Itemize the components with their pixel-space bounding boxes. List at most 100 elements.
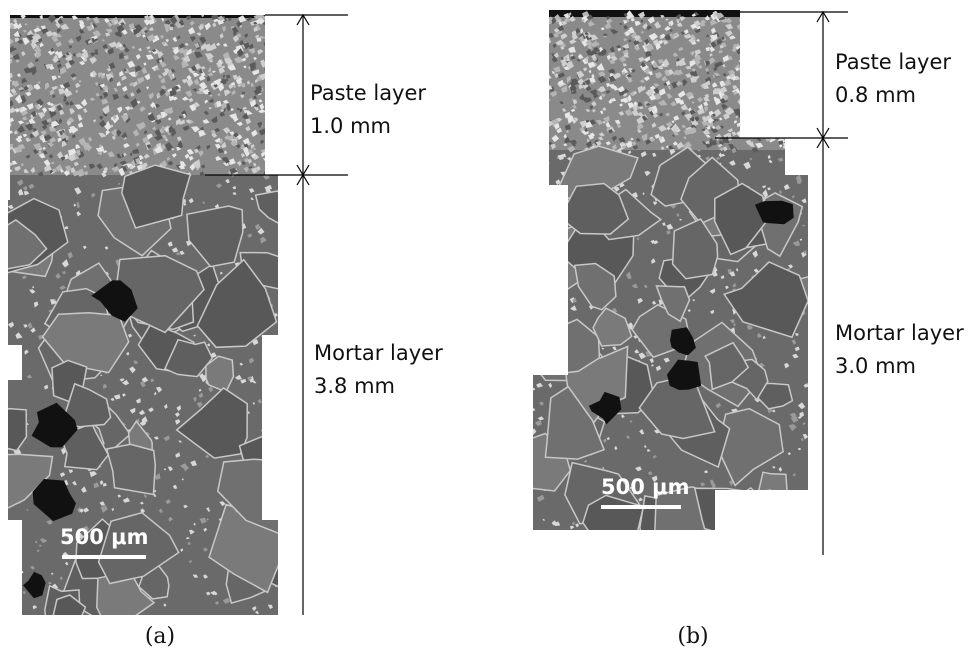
paste-grain <box>790 44 797 50</box>
paste-grain <box>789 117 794 122</box>
paste-grain <box>751 30 758 34</box>
paste-grain <box>770 38 777 47</box>
paste-grain <box>787 126 794 133</box>
paste-grain <box>803 18 807 21</box>
paste-grain <box>797 50 805 58</box>
paste-grain <box>535 99 541 104</box>
paste-grain <box>539 90 543 96</box>
paste-grain <box>796 129 802 134</box>
paste-grain <box>778 54 784 60</box>
paste-grain <box>777 108 784 114</box>
paste-grain <box>531 92 537 98</box>
paste-grain <box>266 145 271 152</box>
paste-grain <box>765 110 768 114</box>
layer-name: Mortar layer <box>314 341 443 365</box>
paste-grain <box>799 95 803 98</box>
fine-grain <box>762 526 770 533</box>
paste-grain <box>771 133 774 137</box>
fine-grain <box>793 512 797 515</box>
fine-grain <box>776 527 781 531</box>
paste-grain <box>753 101 757 104</box>
paste-grain <box>743 32 750 42</box>
paste-grain <box>784 26 789 33</box>
fine-grain <box>534 365 539 370</box>
paste-grain <box>270 37 277 43</box>
fine-grain <box>270 450 275 456</box>
paste-grain <box>265 145 270 149</box>
fine-grain <box>531 267 534 271</box>
paste-grain <box>768 116 774 123</box>
layer-name: Mortar layer <box>835 321 964 345</box>
fine-grain <box>545 235 548 238</box>
fine-grain <box>753 518 758 523</box>
paste-grain <box>780 111 784 114</box>
fine-grain <box>554 330 560 335</box>
paste-grain <box>752 101 758 108</box>
paste-grain <box>767 98 774 105</box>
fine-grain <box>790 165 797 171</box>
paste-grain <box>788 105 796 112</box>
paste-grain <box>762 83 767 89</box>
paste-grain <box>271 97 275 101</box>
paste-grain <box>772 22 776 27</box>
paste-grain <box>790 103 796 109</box>
fine-grain <box>561 240 564 243</box>
paste-grain <box>534 41 540 45</box>
paste-grain <box>274 100 278 104</box>
paste-grain <box>752 82 756 87</box>
paste-grain <box>748 133 753 137</box>
paste-grain <box>775 46 781 54</box>
paste-grain <box>766 46 770 50</box>
paste-grain <box>747 73 755 80</box>
paste-grain <box>783 97 789 104</box>
fine-grain <box>553 325 556 328</box>
paste-grain <box>803 14 807 18</box>
paste-grain <box>753 90 760 98</box>
paste-grain <box>268 139 275 146</box>
fine-grain <box>787 501 792 505</box>
paste-grain <box>538 13 546 23</box>
paste-grain <box>750 67 757 74</box>
fine-grain <box>274 370 278 373</box>
paste-grain <box>787 107 793 113</box>
paste-grain <box>791 63 796 67</box>
paste-grain <box>776 82 782 89</box>
paste-grain <box>265 53 273 59</box>
paste-grain <box>801 107 808 111</box>
paste-grain <box>766 56 771 61</box>
paste-grain <box>540 70 546 74</box>
paste-grain <box>761 124 768 132</box>
fine-grain <box>534 165 541 171</box>
paste-grain <box>756 74 761 79</box>
caption: (a) <box>145 624 175 649</box>
fine-grain <box>552 220 556 223</box>
paste-grain <box>752 79 757 87</box>
paste-grain <box>541 139 549 147</box>
paste-grain <box>744 56 748 59</box>
fine-grain <box>264 512 270 520</box>
paste-grain <box>779 88 786 95</box>
paste-grain <box>769 96 774 102</box>
paste-grain <box>752 111 759 117</box>
paste-grain <box>754 93 758 97</box>
paste-grain <box>783 81 790 88</box>
paste-grain <box>534 103 538 107</box>
paste-grain <box>273 60 281 67</box>
paste-grain <box>796 76 800 80</box>
paste-grain <box>771 22 777 27</box>
fine-grain <box>751 514 757 522</box>
paste-grain <box>748 48 752 55</box>
paste-grain <box>775 79 780 85</box>
paste-grain <box>745 114 749 118</box>
paste-grain <box>773 118 781 123</box>
paste-grain <box>749 70 757 76</box>
fine-grain <box>773 516 776 521</box>
paste-grain <box>787 99 792 103</box>
paste-grain <box>532 58 540 67</box>
paste-grain <box>753 112 757 115</box>
fine-grain <box>556 322 561 328</box>
paste-grain <box>532 105 537 109</box>
paste-grain <box>534 40 537 44</box>
paste-grain <box>791 87 799 93</box>
fine-grain <box>264 380 268 383</box>
